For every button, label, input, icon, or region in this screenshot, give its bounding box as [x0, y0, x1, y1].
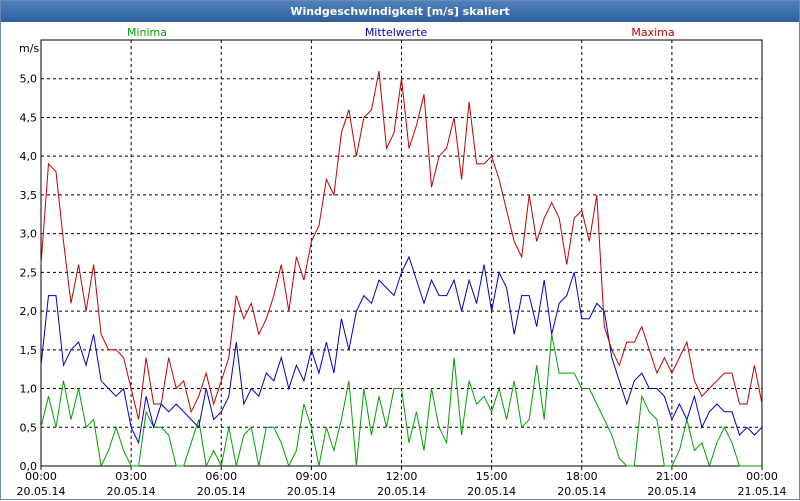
- y-tick-label: 4,0: [20, 150, 38, 163]
- y-tick-label: 1,5: [20, 344, 38, 357]
- y-tick-label: 0,0: [20, 460, 38, 473]
- x-tick-date: 20.05.14: [17, 485, 66, 498]
- window-title: Windgeschwindigkeit [m/s] skaliert: [1, 1, 799, 22]
- x-tick-time: 00:00: [25, 470, 57, 483]
- y-tick-label: 5,0: [20, 73, 38, 86]
- x-tick-date: 20.05.14: [107, 485, 156, 498]
- x-tick-date: 20.05.14: [287, 485, 336, 498]
- grid: [41, 40, 762, 467]
- x-tick-date: 21.05.14: [738, 485, 787, 498]
- y-tick-label: 3,5: [20, 189, 38, 202]
- x-tick-time: 21:00: [656, 470, 688, 483]
- x-tick-date: 20.05.14: [467, 485, 516, 498]
- x-tick-time: 18:00: [566, 470, 598, 483]
- y-tick-label: 1,0: [20, 383, 38, 396]
- x-tick-time: 00:00: [746, 470, 778, 483]
- legend-mittelwerte: Mittelwerte: [365, 26, 428, 39]
- x-tick-date: 20.05.14: [557, 485, 606, 498]
- x-tick-time: 12:00: [386, 470, 418, 483]
- legend-maxima: Maxima: [631, 26, 674, 39]
- x-tick-time: 15:00: [476, 470, 508, 483]
- x-tick-date: 20.05.14: [647, 485, 696, 498]
- y-tick-label: 3,0: [20, 228, 38, 241]
- x-tick-date: 20.05.14: [197, 485, 246, 498]
- y-tick-label: 0,5: [20, 421, 38, 434]
- y-tick-label: 2,5: [20, 266, 38, 279]
- x-tick-time: 09:00: [296, 470, 328, 483]
- y-axis-label: m/s: [19, 42, 39, 55]
- x-tick-time: 03:00: [115, 470, 147, 483]
- series: [40, 70, 763, 468]
- y-tick-label: 4,5: [20, 111, 38, 124]
- series-line-minima: [40, 334, 762, 468]
- axes: 0,0 0,5 1,0 1,5 2,0 2,5 3,0 3,5 4,0 4,5 5,0 m/s 00:0…: [17, 39, 787, 498]
- x-tick-time: 06:00: [205, 470, 237, 483]
- legend-minima: Minima: [127, 26, 167, 39]
- series-line-maxima: [40, 70, 763, 420]
- y-tick-label: 2,0: [20, 305, 38, 318]
- legend: Minima Mittelwerte Maxima: [127, 26, 675, 39]
- x-tick-date: 20.05.14: [377, 485, 426, 498]
